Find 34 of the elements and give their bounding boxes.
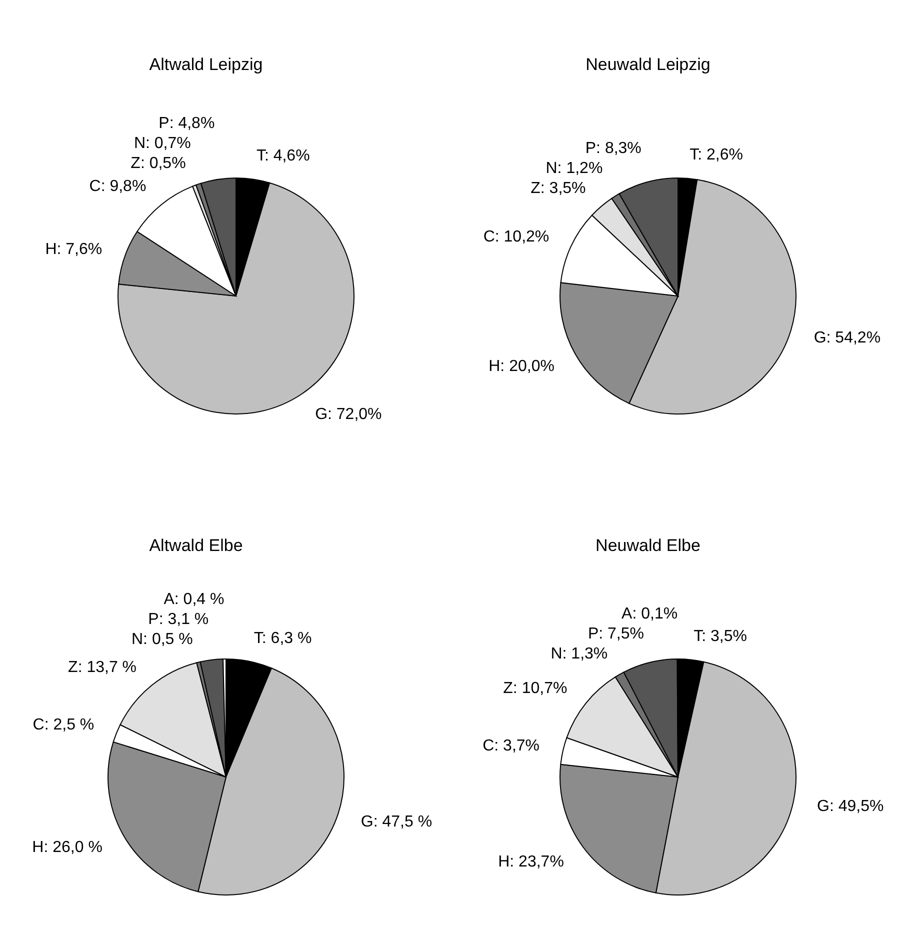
chart-title: Neuwald Elbe: [596, 536, 700, 555]
slice-label: T: 6,3 %: [254, 630, 312, 647]
slice-label: T: 4,6%: [256, 147, 310, 164]
slice-label: A: 0,4 %: [164, 590, 224, 608]
chart-title: Altwald Leipzig: [149, 55, 263, 74]
slice-label: H: 23,7%: [498, 854, 564, 871]
slice-label: H: 20,0%: [488, 358, 554, 375]
slice-label: N: 1,2%: [546, 160, 603, 178]
slice-label: T: 3,5%: [694, 628, 747, 645]
slice-label: G: 54,2%: [814, 329, 881, 346]
slice-label: Z: 10,7%: [503, 680, 568, 698]
slice-label: Z: 3,5%: [530, 180, 586, 198]
slice-label: N: 1,3%: [550, 646, 608, 663]
slice-label: P: 8,3%: [585, 140, 642, 158]
slice-label: G: 49,5%: [817, 798, 884, 815]
slice-label: C: 3,7%: [482, 738, 540, 755]
slice-label: G: 72,0%: [315, 406, 382, 423]
slice-label: H: 7,6%: [45, 240, 102, 258]
chart-title: Neuwald Leipzig: [586, 55, 710, 74]
slice-label: P: 4,8%: [158, 115, 215, 132]
slice-label: G: 47,5 %: [360, 813, 432, 830]
slice-label: P: 3,1 %: [148, 610, 209, 628]
slice-label: C: 2,5 %: [32, 716, 94, 734]
slice-label: N: 0,5 %: [131, 630, 193, 648]
slice-label: Z: 13,7 %: [68, 658, 137, 676]
slice-label: C: 10,2%: [483, 228, 550, 246]
chart-title: Altwald Elbe: [149, 536, 243, 555]
slice-label: Z: 0,5%: [130, 155, 186, 172]
slice-label: H: 26,0 %: [32, 838, 102, 856]
slice-label: N: 0,7%: [134, 135, 191, 152]
slice-label: A: 0,1%: [622, 606, 678, 623]
slice-label: C: 9,8%: [89, 178, 146, 196]
slice-label: T: 2,6%: [690, 146, 743, 164]
slice-label: P: 7,5%: [588, 626, 644, 643]
